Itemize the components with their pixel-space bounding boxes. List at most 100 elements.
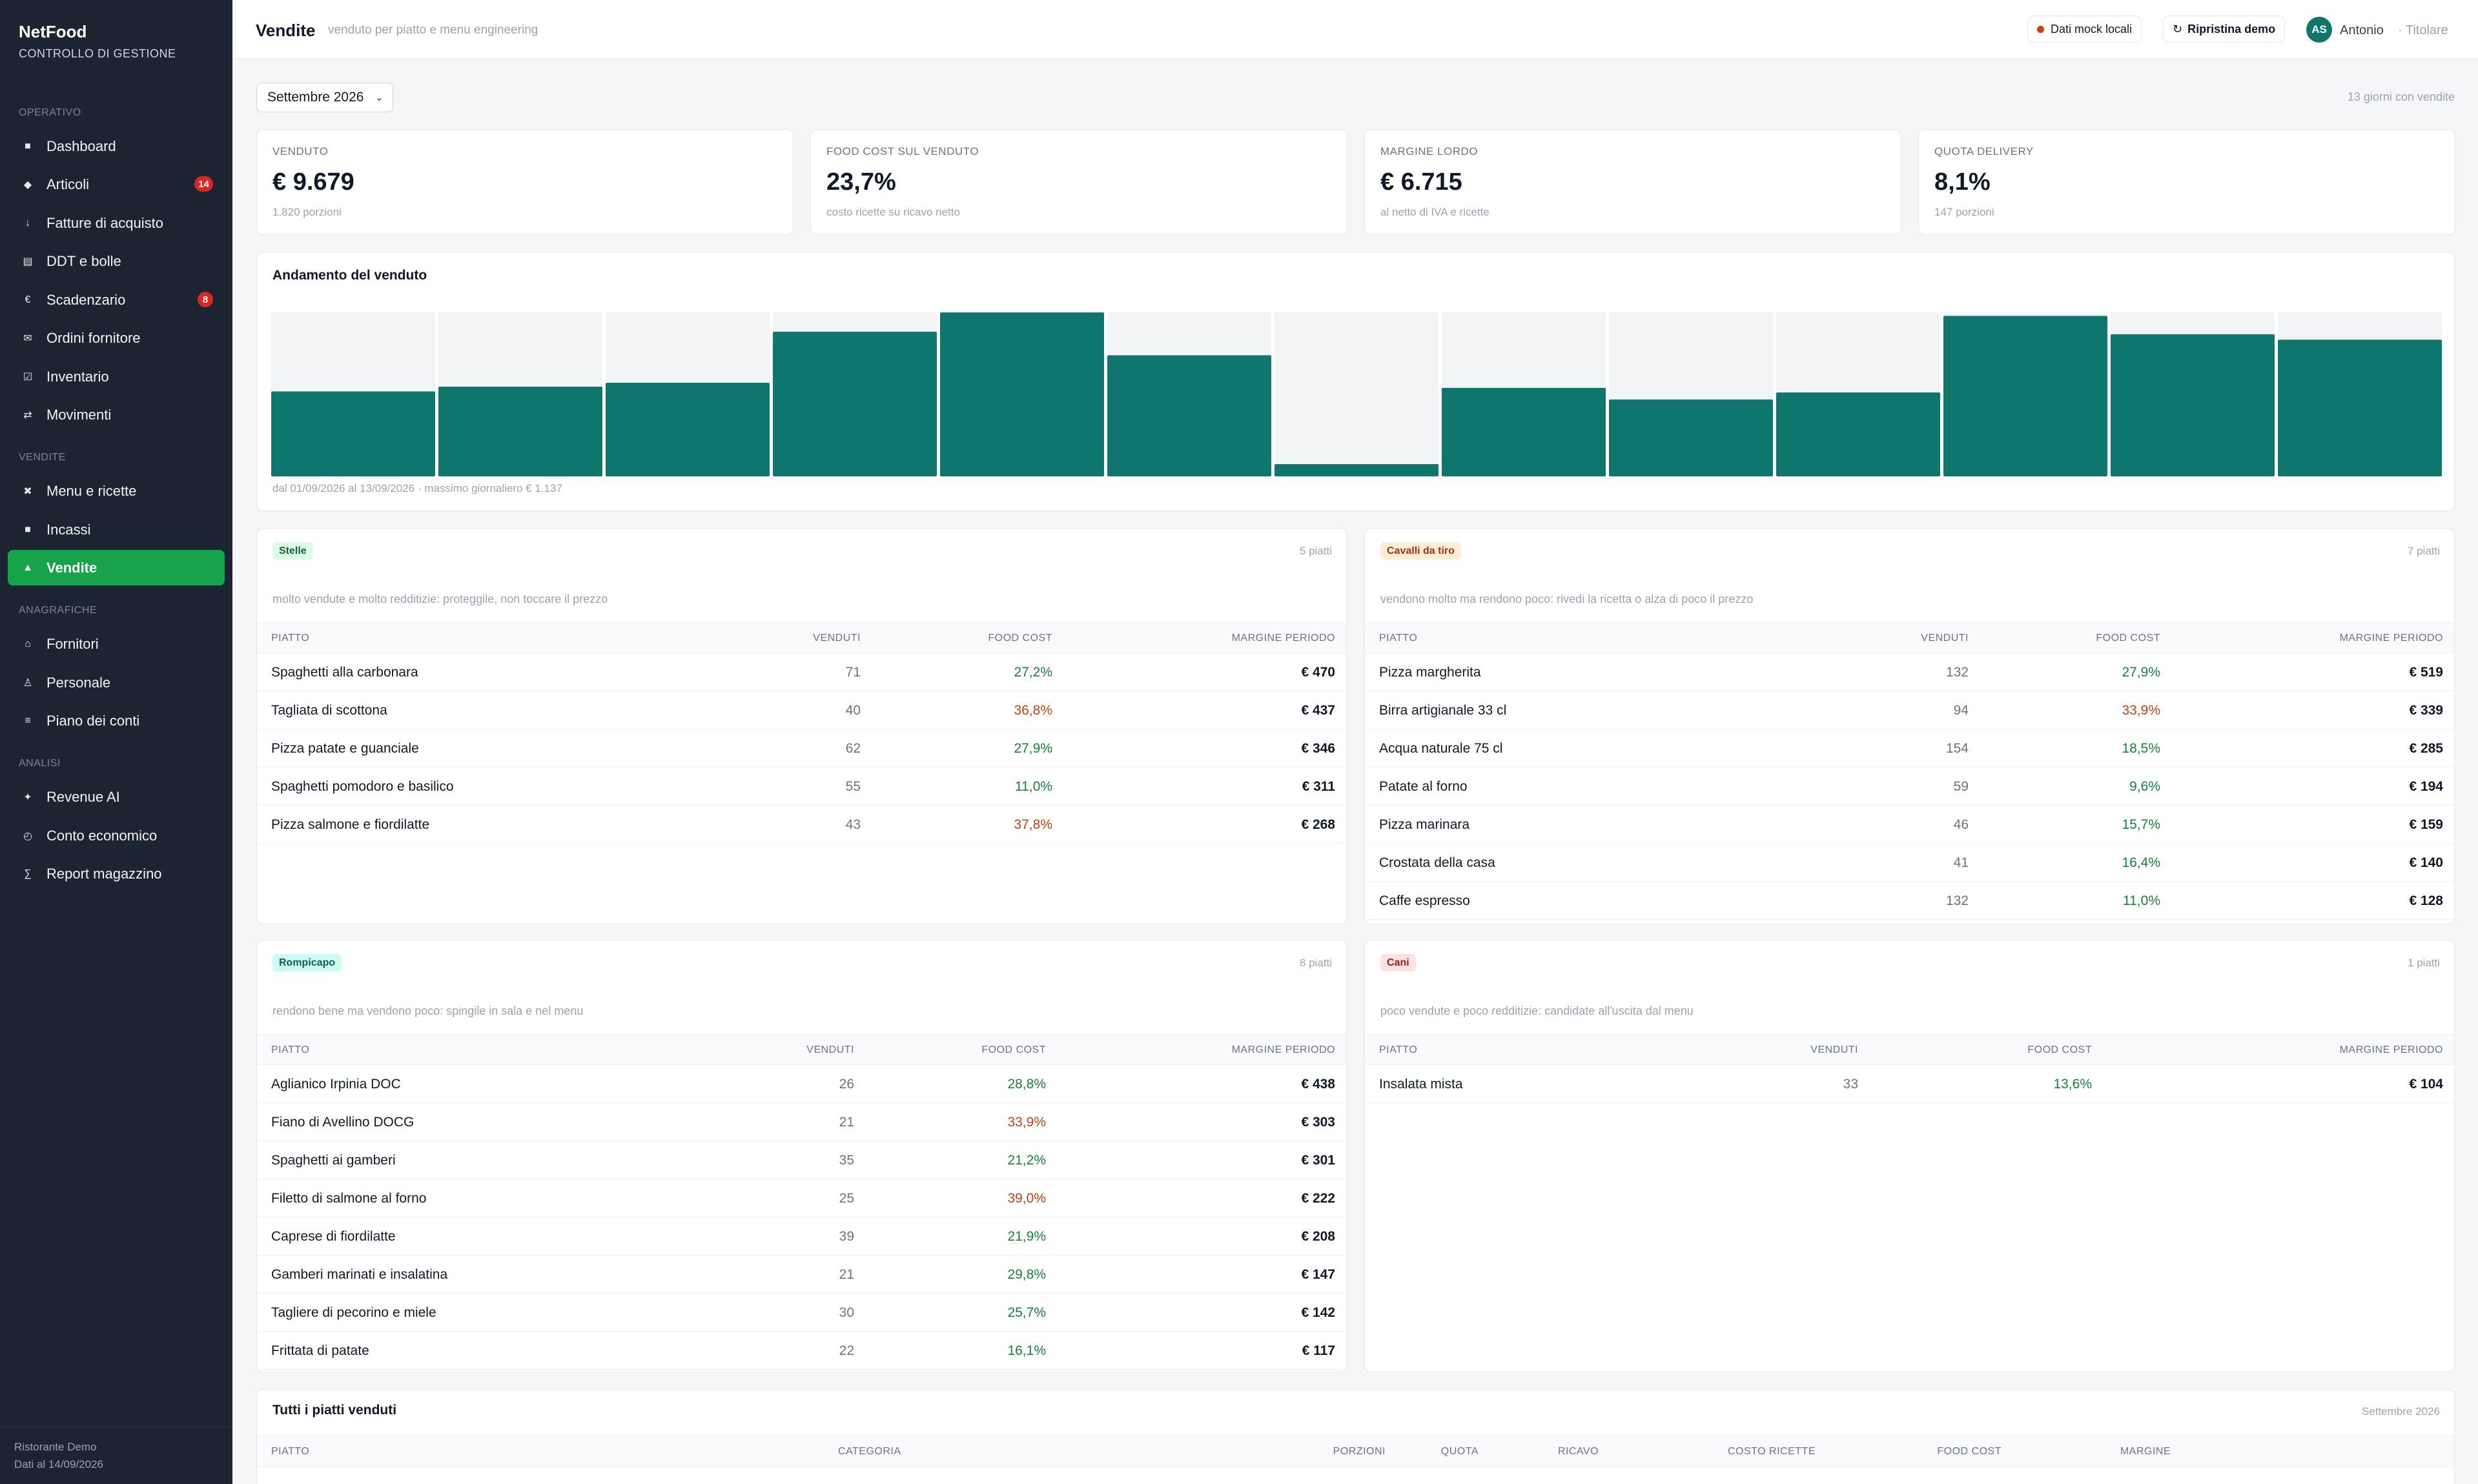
sidebar-item-menu-ricette[interactable]: ✖ Menu e ricette <box>8 473 225 509</box>
table-row[interactable]: Fiano di Avellino DOCG 21 33,9% € 303 <box>257 1103 1346 1141</box>
sidebar-item-ordini[interactable]: ✉ Ordini fornitore <box>8 320 225 356</box>
col-header-margine[interactable]: MARGINE PERIODO <box>1231 633 1335 644</box>
dish-sold: 40 <box>845 703 861 718</box>
sales-bar[interactable]: 01/09 <box>271 391 435 476</box>
swap-icon: ⇄ <box>23 409 32 421</box>
table-row[interactable]: Insalata mista 33 13,6% € 104 <box>1365 1065 2454 1103</box>
sales-bar[interactable]: 12/09 <box>2111 334 2275 476</box>
table-row[interactable]: Pizza margherita 132 27,9% € 519 <box>1365 653 2454 691</box>
euro-icon: € <box>25 294 31 305</box>
col-header-margine[interactable]: MARGINE PERIODO <box>2339 633 2443 644</box>
sidebar-item-fatture[interactable]: ↓ Fatture di acquisto <box>8 205 225 241</box>
col-header-margine[interactable]: MARGINE PERIODO <box>2339 1044 2443 1055</box>
table-row[interactable]: Crostata della casa 41 16,4% € 140 <box>1365 844 2454 882</box>
user-name[interactable]: Antonio <box>2340 23 2384 37</box>
sales-trend-card: Andamento del venduto 01/0902/0903/0904/… <box>256 252 2455 511</box>
sales-bar[interactable]: 09/09 <box>1609 399 1773 476</box>
sidebar-item-personale[interactable]: ♙ Personale <box>23 674 111 691</box>
avatar[interactable]: AS <box>2306 17 2332 43</box>
articoli-badge: 14 <box>194 176 213 192</box>
col-header[interactable]: PIATTO <box>271 1446 310 1457</box>
col-header[interactable]: RICAVO <box>1557 1446 1599 1457</box>
sidebar-item-movimenti[interactable]: ⇄ Movimenti <box>8 397 225 432</box>
period-select[interactable]: Settembre 2026 ⌄ <box>256 83 393 112</box>
table-row[interactable]: Spaghetti ai gamberi 35 21,2% € 301 <box>257 1141 1346 1179</box>
col-header-piatto[interactable]: PIATTO <box>271 1044 310 1055</box>
col-header[interactable]: COSTO RICETTE <box>1728 1446 1816 1457</box>
dish-margin: € 222 <box>1301 1191 1335 1206</box>
col-header-venduti[interactable]: VENDUTI <box>813 633 861 644</box>
sidebar-item-ddt[interactable]: ▤ DDT e bolle <box>23 252 121 269</box>
group-tag: Cavalli da tiro <box>1380 542 1461 560</box>
table-row[interactable]: Aglianico Irpinia DOC 26 28,8% € 438 <box>257 1065 1346 1103</box>
sales-bar[interactable]: 10/09 <box>1776 392 1940 476</box>
table-row[interactable]: Caffe espresso 132 11,0% € 128 <box>1365 882 2454 920</box>
brand-subtitle: CONTROLLO DI GESTIONE <box>19 47 176 60</box>
dish-margin: € 128 <box>2409 893 2443 908</box>
table-row[interactable]: Caprese di fiordilatte 39 21,9% € 208 <box>257 1217 1346 1255</box>
col-header-food-cost[interactable]: FOOD COST <box>2096 633 2160 644</box>
col-header-venduti[interactable]: VENDUTI <box>1921 633 1969 644</box>
col-header[interactable]: MARGINE <box>2120 1446 2171 1457</box>
col-header[interactable]: CATEGORIA <box>838 1446 901 1457</box>
sidebar-item-scadenzario[interactable]: € Scadenzario 8 <box>8 282 225 318</box>
sidebar-item-report-magazzino[interactable]: ∑ Report magazzino <box>8 856 225 891</box>
sidebar-item-conto-economico[interactable]: ◴ Conto economico <box>8 818 225 853</box>
table-row[interactable]: Pizza patate e guanciale 62 27,9% € 346 <box>257 729 1346 767</box>
table-row[interactable]: Pizza marinara 46 15,7% € 159 <box>1365 806 2454 844</box>
dish-sold: 59 <box>1953 779 1969 794</box>
col-header-venduti[interactable]: VENDUTI <box>806 1044 854 1055</box>
col-header-piatto[interactable]: PIATTO <box>271 633 310 644</box>
col-header-piatto[interactable]: PIATTO <box>1379 633 1418 644</box>
sales-bar[interactable]: 11/09 <box>1943 316 2107 476</box>
table-row[interactable]: Tagliata di scottona 40 36,8% € 437 <box>257 691 1346 729</box>
sidebar-item-incassi[interactable]: ■ Incassi <box>8 512 225 547</box>
col-header[interactable]: FOOD COST <box>1937 1446 2002 1457</box>
group-count: 1 piatti <box>2407 957 2440 969</box>
sidebar-item-inventario[interactable]: ☑ Inventario <box>23 368 109 385</box>
table-row[interactable]: Spaghetti pomodoro e basilico 55 11,0% €… <box>257 767 1346 806</box>
sales-bar[interactable]: 02/09 <box>438 387 602 476</box>
sidebar-item-articoli[interactable]: ◆ Articoli 14 <box>8 167 225 202</box>
dish-name: Pizza marinara <box>1379 817 1470 832</box>
sidebar-item-fornitori[interactable]: ⌂ Fornitori <box>8 626 225 662</box>
dish-sold: 22 <box>839 1343 854 1358</box>
col-header[interactable]: PORZIONI <box>1333 1446 1386 1457</box>
dish-name: Frittata di patate <box>271 1343 369 1358</box>
table-row[interactable]: Filetto di salmone al forno 25 39,0% € 2… <box>257 1179 1346 1217</box>
sales-bar[interactable]: 08/09 <box>1442 387 1606 476</box>
col-header[interactable]: QUOTA <box>1440 1446 1479 1457</box>
sales-bar[interactable]: 07/09 <box>1275 464 1439 476</box>
table-row[interactable]: Tagliere di pecorino e miele 30 25,7% € … <box>257 1294 1346 1332</box>
table-row[interactable]: Spaghetti alla carbonara 71 27,2% € 470 <box>257 653 1346 691</box>
triangle-icon: ▲ <box>23 562 33 573</box>
sales-bar[interactable]: 05/09 <box>940 312 1104 476</box>
dish-name: Birra artigianale 33 cl <box>1379 703 1507 718</box>
table-row[interactable]: Gamberi marinati e insalatina 21 29,8% €… <box>257 1255 1346 1294</box>
sales-bar[interactable]: 03/09 <box>606 383 770 476</box>
col-header-piatto[interactable]: PIATTO <box>1379 1044 1418 1055</box>
sidebar-item-dashboard[interactable]: ■ Dashboard <box>8 128 225 164</box>
sidebar-item-vendite[interactable]: ▲ Vendite <box>8 550 225 585</box>
table-row[interactable]: Frittata di patate 22 16,1% € 117 <box>257 1332 1346 1370</box>
col-header-food-cost[interactable]: FOOD COST <box>2027 1044 2092 1055</box>
mock-data-badge: Dati mock locali <box>2027 15 2142 43</box>
sidebar-item-revenue-ai[interactable]: ✦ Revenue AI <box>8 779 225 815</box>
sales-bar[interactable]: 06/09 <box>1107 355 1271 476</box>
table-row[interactable]: Birra artigianale 33 cl 94 33,9% € 339 <box>1365 691 2454 729</box>
sidebar-item-piano-conti[interactable]: ≡ Piano dei conti <box>8 703 225 738</box>
brand-name: NetFood <box>19 22 87 41</box>
table-row[interactable]: Acqua naturale 75 cl 154 18,5% € 285 <box>1365 729 2454 767</box>
sales-bar[interactable]: 13/09 <box>2278 340 2442 476</box>
dish-sold: 71 <box>845 665 861 680</box>
mail-icon: ✉ <box>23 332 32 344</box>
reset-demo-button[interactable]: ↻ Ripristina demo <box>2163 15 2286 43</box>
col-header-margine[interactable]: MARGINE PERIODO <box>1231 1044 1335 1055</box>
sales-bar[interactable]: 04/09 <box>773 331 937 476</box>
col-header-food-cost[interactable]: FOOD COST <box>981 1044 1046 1055</box>
col-header-venduti[interactable]: VENDUTI <box>1810 1044 1858 1055</box>
table-row[interactable]: Patate al forno 59 9,6% € 194 <box>1365 767 2454 806</box>
col-header-food-cost[interactable]: FOOD COST <box>988 633 1052 644</box>
dish-name: Crostata della casa <box>1379 855 1495 870</box>
table-row[interactable]: Pizza salmone e fiordilatte 43 37,8% € 2… <box>257 806 1346 844</box>
